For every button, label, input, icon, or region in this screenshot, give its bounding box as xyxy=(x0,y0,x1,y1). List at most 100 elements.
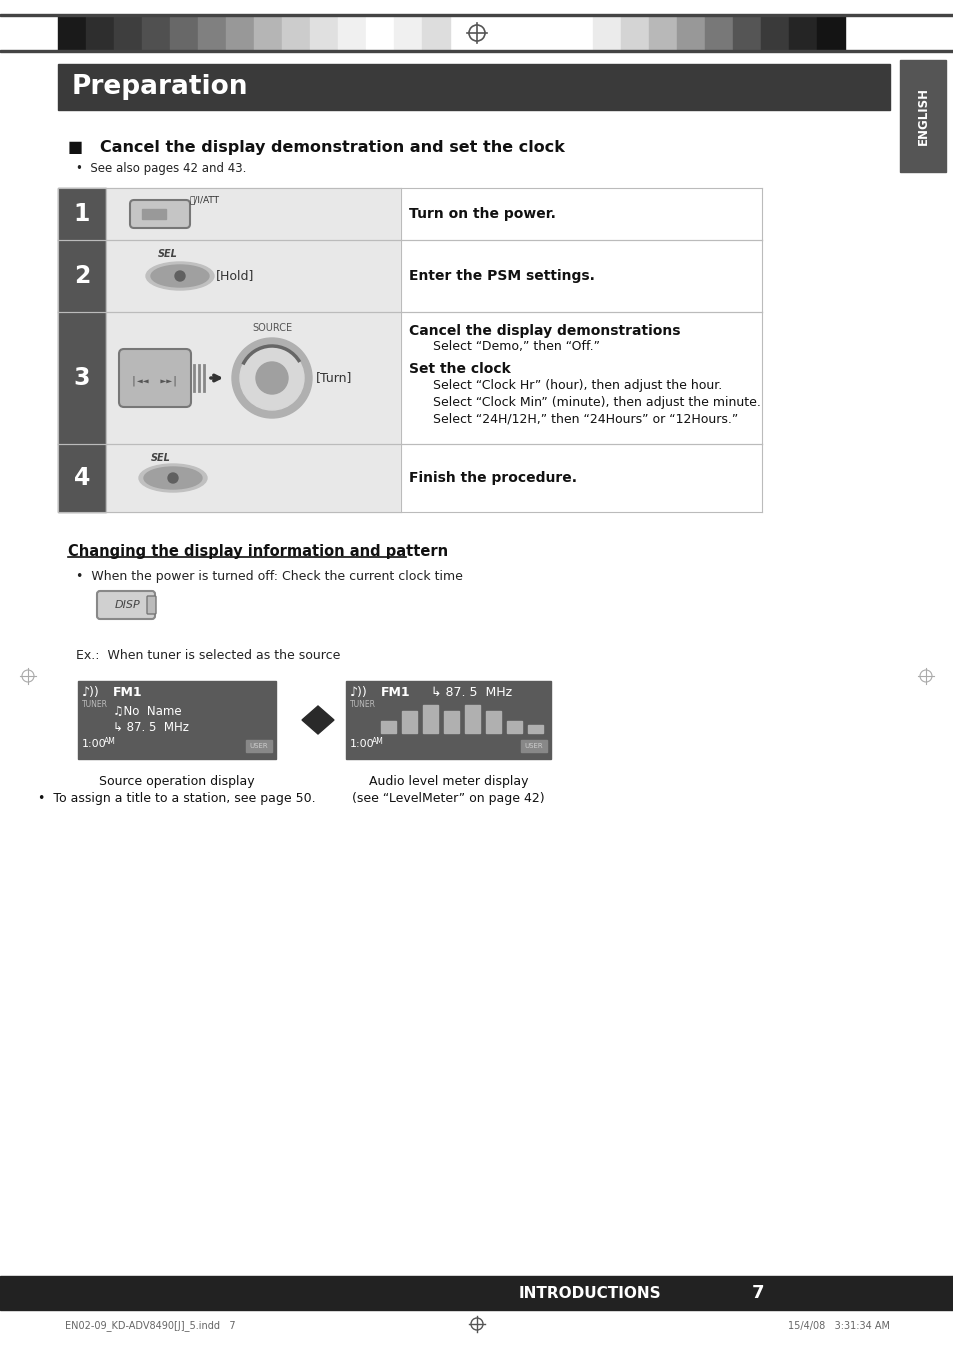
Polygon shape xyxy=(302,706,334,734)
Bar xyxy=(246,740,272,752)
Text: [Hold]: [Hold] xyxy=(215,269,254,283)
Text: •  When the power is turned off: Check the current clock time: • When the power is turned off: Check th… xyxy=(76,571,462,583)
Bar xyxy=(346,681,551,758)
Bar xyxy=(226,16,253,50)
Text: EN02-09_KD-ADV8490[J]_5.indd   7: EN02-09_KD-ADV8490[J]_5.indd 7 xyxy=(65,1321,235,1332)
Text: ♫No  Name: ♫No Name xyxy=(112,704,181,718)
Ellipse shape xyxy=(139,464,207,492)
Text: Cancel the display demonstrations: Cancel the display demonstrations xyxy=(409,324,679,338)
Text: FM1: FM1 xyxy=(380,685,410,699)
Text: AM: AM xyxy=(104,737,115,746)
Bar xyxy=(86,16,113,50)
Text: •  To assign a title to a station, see page 50.: • To assign a title to a station, see pa… xyxy=(38,792,315,804)
Bar xyxy=(0,50,953,51)
Ellipse shape xyxy=(146,262,213,289)
Bar xyxy=(464,704,479,733)
Text: 2: 2 xyxy=(73,264,91,288)
Text: 15/4/08   3:31:34 AM: 15/4/08 3:31:34 AM xyxy=(787,1321,889,1330)
Text: Set the clock: Set the clock xyxy=(409,362,510,376)
Text: USER: USER xyxy=(250,744,268,749)
Bar xyxy=(400,312,761,443)
Circle shape xyxy=(168,473,178,483)
Text: (see “LevelMeter” on page 42): (see “LevelMeter” on page 42) xyxy=(352,792,544,804)
Bar xyxy=(677,16,704,50)
Bar xyxy=(58,312,106,443)
Bar xyxy=(400,241,761,312)
Text: Preparation: Preparation xyxy=(71,74,248,100)
Text: SEL: SEL xyxy=(151,453,171,462)
Bar xyxy=(58,443,106,512)
Ellipse shape xyxy=(151,265,209,287)
Bar xyxy=(106,241,400,312)
Text: DISP: DISP xyxy=(115,600,141,610)
Bar xyxy=(282,16,310,50)
Bar xyxy=(142,16,170,50)
Bar xyxy=(527,725,542,733)
Bar xyxy=(422,704,437,733)
Bar xyxy=(58,241,106,312)
Text: 1:00: 1:00 xyxy=(82,740,107,749)
FancyBboxPatch shape xyxy=(97,591,154,619)
Text: [Turn]: [Turn] xyxy=(315,372,352,384)
Text: 4: 4 xyxy=(73,466,91,489)
Text: 3: 3 xyxy=(73,366,91,389)
Bar xyxy=(198,16,226,50)
Bar xyxy=(564,16,593,50)
Circle shape xyxy=(232,338,312,418)
Bar xyxy=(106,188,400,241)
Bar xyxy=(58,64,889,110)
Bar xyxy=(593,16,620,50)
Text: Enter the PSM settings.: Enter the PSM settings. xyxy=(409,269,595,283)
Text: Source operation display: Source operation display xyxy=(99,775,254,788)
Bar xyxy=(58,16,86,50)
Text: Turn on the power.: Turn on the power. xyxy=(409,207,556,220)
Bar xyxy=(78,681,275,758)
Bar xyxy=(58,188,106,241)
Text: ↳ 87. 5  MHz: ↳ 87. 5 MHz xyxy=(112,721,189,734)
Bar xyxy=(0,1276,953,1310)
Text: |◄◄  ►►|: |◄◄ ►►| xyxy=(132,376,178,387)
Text: Select “Demo,” then “Off.”: Select “Demo,” then “Off.” xyxy=(416,339,599,353)
Ellipse shape xyxy=(144,466,202,489)
Text: USER: USER xyxy=(524,744,543,749)
Bar xyxy=(506,721,521,733)
Circle shape xyxy=(174,270,185,281)
Bar xyxy=(732,16,760,50)
Text: ♪)): ♪)) xyxy=(82,685,100,699)
Bar xyxy=(366,16,394,50)
Text: SOURCE: SOURCE xyxy=(252,323,292,333)
Bar xyxy=(170,16,198,50)
Text: TUNER: TUNER xyxy=(82,700,108,708)
Text: ♪)): ♪)) xyxy=(350,685,367,699)
Text: ENGLISH: ENGLISH xyxy=(916,87,928,145)
Text: SEL: SEL xyxy=(158,249,177,260)
Text: ■   Cancel the display demonstration and set the clock: ■ Cancel the display demonstration and s… xyxy=(68,141,564,155)
Bar xyxy=(142,210,166,219)
Text: 1: 1 xyxy=(73,201,91,226)
Text: INTRODUCTIONS: INTRODUCTIONS xyxy=(518,1286,660,1301)
Text: Ex.:  When tuner is selected as the source: Ex.: When tuner is selected as the sourc… xyxy=(76,649,340,662)
Text: 7: 7 xyxy=(751,1284,763,1302)
FancyBboxPatch shape xyxy=(119,349,191,407)
Bar xyxy=(310,16,337,50)
Text: Select “24H/12H,” then “24Hours” or “12Hours.”: Select “24H/12H,” then “24Hours” or “12H… xyxy=(416,412,738,426)
Bar xyxy=(443,711,458,733)
Text: ⏻/I/ATT: ⏻/I/ATT xyxy=(190,196,220,204)
Bar xyxy=(648,16,677,50)
Bar xyxy=(760,16,788,50)
FancyBboxPatch shape xyxy=(130,200,190,228)
Bar xyxy=(400,188,761,241)
Text: Audio level meter display: Audio level meter display xyxy=(369,775,528,788)
Text: Select “Clock Hr” (hour), then adjust the hour.: Select “Clock Hr” (hour), then adjust th… xyxy=(416,379,721,392)
Bar xyxy=(485,711,500,733)
Circle shape xyxy=(240,346,304,410)
Bar xyxy=(899,59,945,172)
Text: ↳ 87. 5  MHz: ↳ 87. 5 MHz xyxy=(431,685,512,699)
Bar xyxy=(520,740,546,752)
Bar xyxy=(0,14,953,16)
Bar xyxy=(704,16,732,50)
Text: Select “Clock Min” (minute), then adjust the minute.: Select “Clock Min” (minute), then adjust… xyxy=(416,396,760,410)
FancyBboxPatch shape xyxy=(147,596,156,614)
Circle shape xyxy=(255,362,288,393)
Bar xyxy=(380,721,395,733)
